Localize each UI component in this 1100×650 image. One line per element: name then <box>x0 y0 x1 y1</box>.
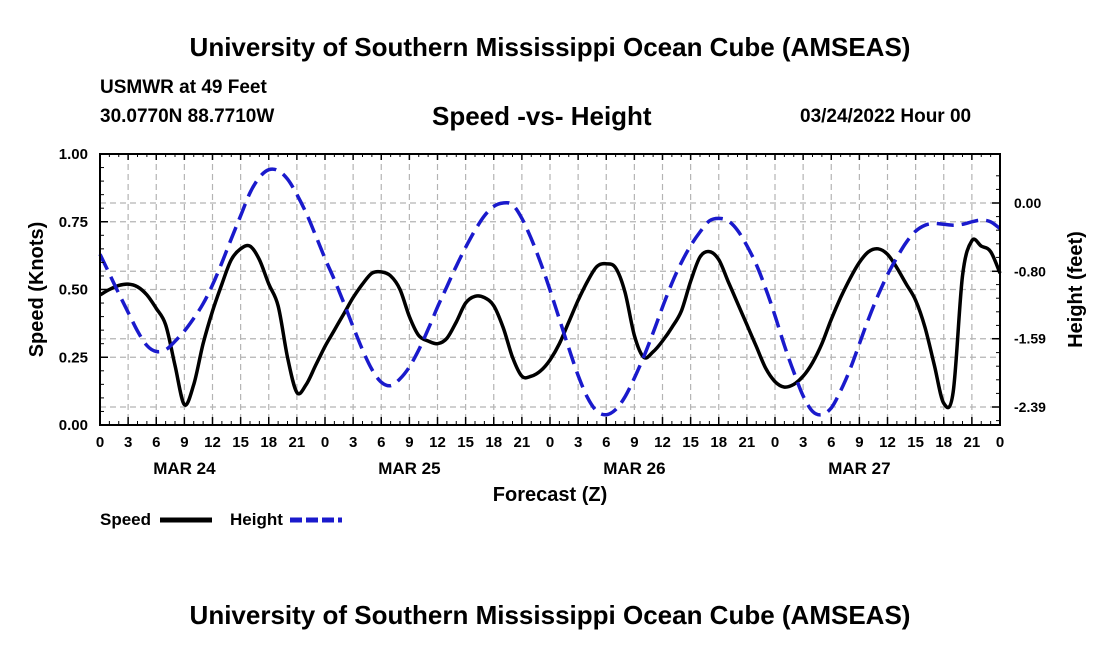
height-series-line <box>98 167 1002 417</box>
footer-title: University of Southern Mississippi Ocean… <box>189 600 911 630</box>
date-label: MAR 24 <box>153 459 216 478</box>
y2-tick-label: -0.80 <box>1014 263 1046 279</box>
y2-axis-label: Height (feet) <box>1065 231 1087 348</box>
coordinates-label: 30.0770N 88.7710W <box>100 106 275 127</box>
y2-tick-label: 0.00 <box>1014 195 1041 211</box>
x-tick-label: 18 <box>710 434 727 451</box>
x-tick-label: 9 <box>180 434 188 451</box>
x-tick-label: 9 <box>855 434 863 451</box>
date-label: MAR 27 <box>828 459 890 478</box>
legend-speed-label: Speed <box>100 510 151 529</box>
x-tick-label: 0 <box>771 434 779 451</box>
x-tick-label: 21 <box>964 434 981 451</box>
x-tick-label: 0 <box>96 434 104 451</box>
x-tick-label: 15 <box>682 434 699 451</box>
x-tick-label: 6 <box>152 434 160 451</box>
x-tick-label: 3 <box>799 434 807 451</box>
y-tick-label: 0.00 <box>59 417 88 434</box>
x-tick-label: 3 <box>124 434 132 451</box>
x-tick-label: 9 <box>405 434 413 451</box>
speed-series-line <box>99 237 1002 410</box>
x-tick-label: 0 <box>996 434 1004 451</box>
date-label: MAR 26 <box>603 459 665 478</box>
chart-subtitle: Speed -vs- Height <box>432 101 652 131</box>
x-tick-label: 0 <box>321 434 329 451</box>
x-tick-label: 15 <box>907 434 924 451</box>
x-tick-label: 15 <box>457 434 474 451</box>
x-tick-label: 21 <box>514 434 531 451</box>
station-label: USMWR at 49 Feet <box>100 77 267 98</box>
x-tick-label: 12 <box>429 434 446 451</box>
chart-main-title: University of Southern Mississippi Ocean… <box>189 32 911 62</box>
x-tick-label: 6 <box>827 434 835 451</box>
chart-legend: Speed Height <box>100 510 342 529</box>
forecast-datetime: 03/24/2022 Hour 00 <box>800 106 972 127</box>
y-tick-label: 0.50 <box>59 282 88 299</box>
x-tick-label: 12 <box>879 434 896 451</box>
chart-series <box>98 167 1002 417</box>
x-tick-label: 18 <box>935 434 952 451</box>
x-tick-label: 3 <box>349 434 357 451</box>
x-tick-label: 6 <box>377 434 385 451</box>
x-tick-label: 15 <box>232 434 249 451</box>
y2-tick-label: -1.59 <box>1014 331 1046 347</box>
x-axis-label: Forecast (Z) <box>493 484 607 506</box>
x-tick-label: 18 <box>485 434 502 451</box>
x-tick-label: 9 <box>630 434 638 451</box>
chart-axes: 0 3 6 9 12 15 18 21 0 3 6 9 12 15 18 21 0 3 6 9 12 15 18 21 0 3 6 9… <box>59 146 1046 478</box>
x-tick-label: 21 <box>289 434 306 451</box>
y-axis-label: Speed (Knots) <box>26 222 48 358</box>
x-tick-label: 18 <box>260 434 277 451</box>
x-tick-label: 6 <box>602 434 610 451</box>
chart-grid <box>100 154 1000 425</box>
y-tick-label: 0.75 <box>59 214 88 231</box>
x-tick-label: 3 <box>574 434 582 451</box>
x-tick-label: 12 <box>654 434 671 451</box>
y-tick-label: 1.00 <box>59 146 88 163</box>
x-tick-label: 12 <box>204 434 221 451</box>
y-tick-label: 0.25 <box>59 349 88 366</box>
x-tick-label: 0 <box>546 434 554 451</box>
date-label: MAR 25 <box>378 459 440 478</box>
x-tick-label: 21 <box>739 434 756 451</box>
y2-tick-label: -2.39 <box>1014 399 1046 415</box>
legend-height-label: Height <box>230 510 283 529</box>
